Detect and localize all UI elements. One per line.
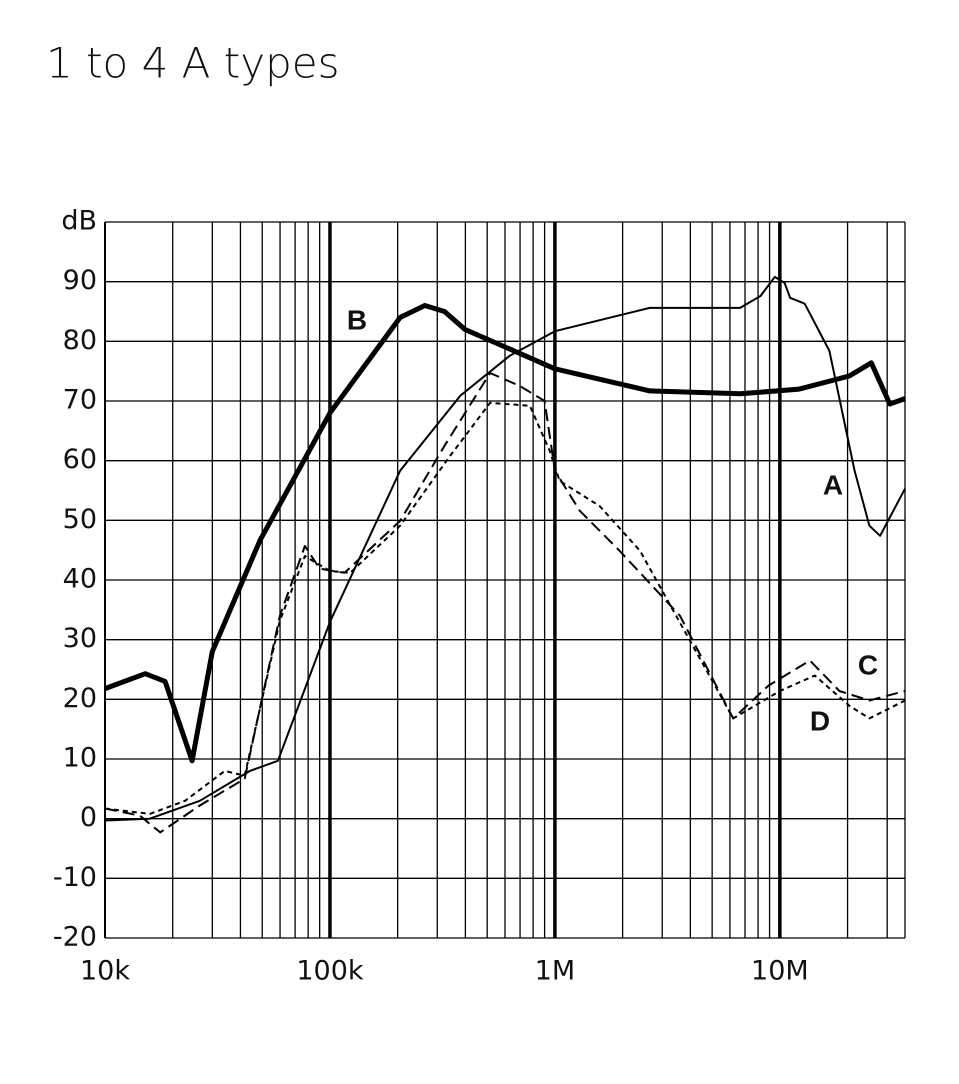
- series-label: C: [858, 649, 878, 680]
- x-tick-label: 100k: [296, 956, 364, 987]
- series-line: [104, 303, 906, 764]
- y-tick-label: 50: [63, 504, 97, 535]
- y-tick-label: 0: [80, 802, 97, 833]
- y-tick-label: 20: [63, 683, 97, 714]
- series-line: [104, 372, 906, 834]
- y-tick-label: -10: [53, 862, 97, 893]
- y-tick-label: 80: [63, 325, 97, 356]
- y-tick-label: 90: [63, 265, 97, 296]
- series-label: B: [347, 304, 367, 335]
- series-label: A: [823, 469, 843, 500]
- x-tick-label: 10M: [751, 956, 809, 987]
- y-tick-label: -20: [53, 922, 97, 953]
- series-line: [104, 275, 906, 822]
- y-tick-label: 10: [63, 743, 97, 774]
- y-axis-label: dB: [61, 206, 97, 237]
- x-tick-label: 10k: [80, 956, 130, 987]
- y-tick-label: 70: [63, 385, 97, 416]
- x-tick-label: 1M: [535, 956, 575, 987]
- y-tick-label: 30: [63, 623, 97, 654]
- y-tick-label: 40: [63, 564, 97, 595]
- chart-title: 1 to 4 A types: [46, 39, 339, 88]
- y-tick-label: 60: [63, 444, 97, 475]
- series-label: D: [810, 705, 830, 736]
